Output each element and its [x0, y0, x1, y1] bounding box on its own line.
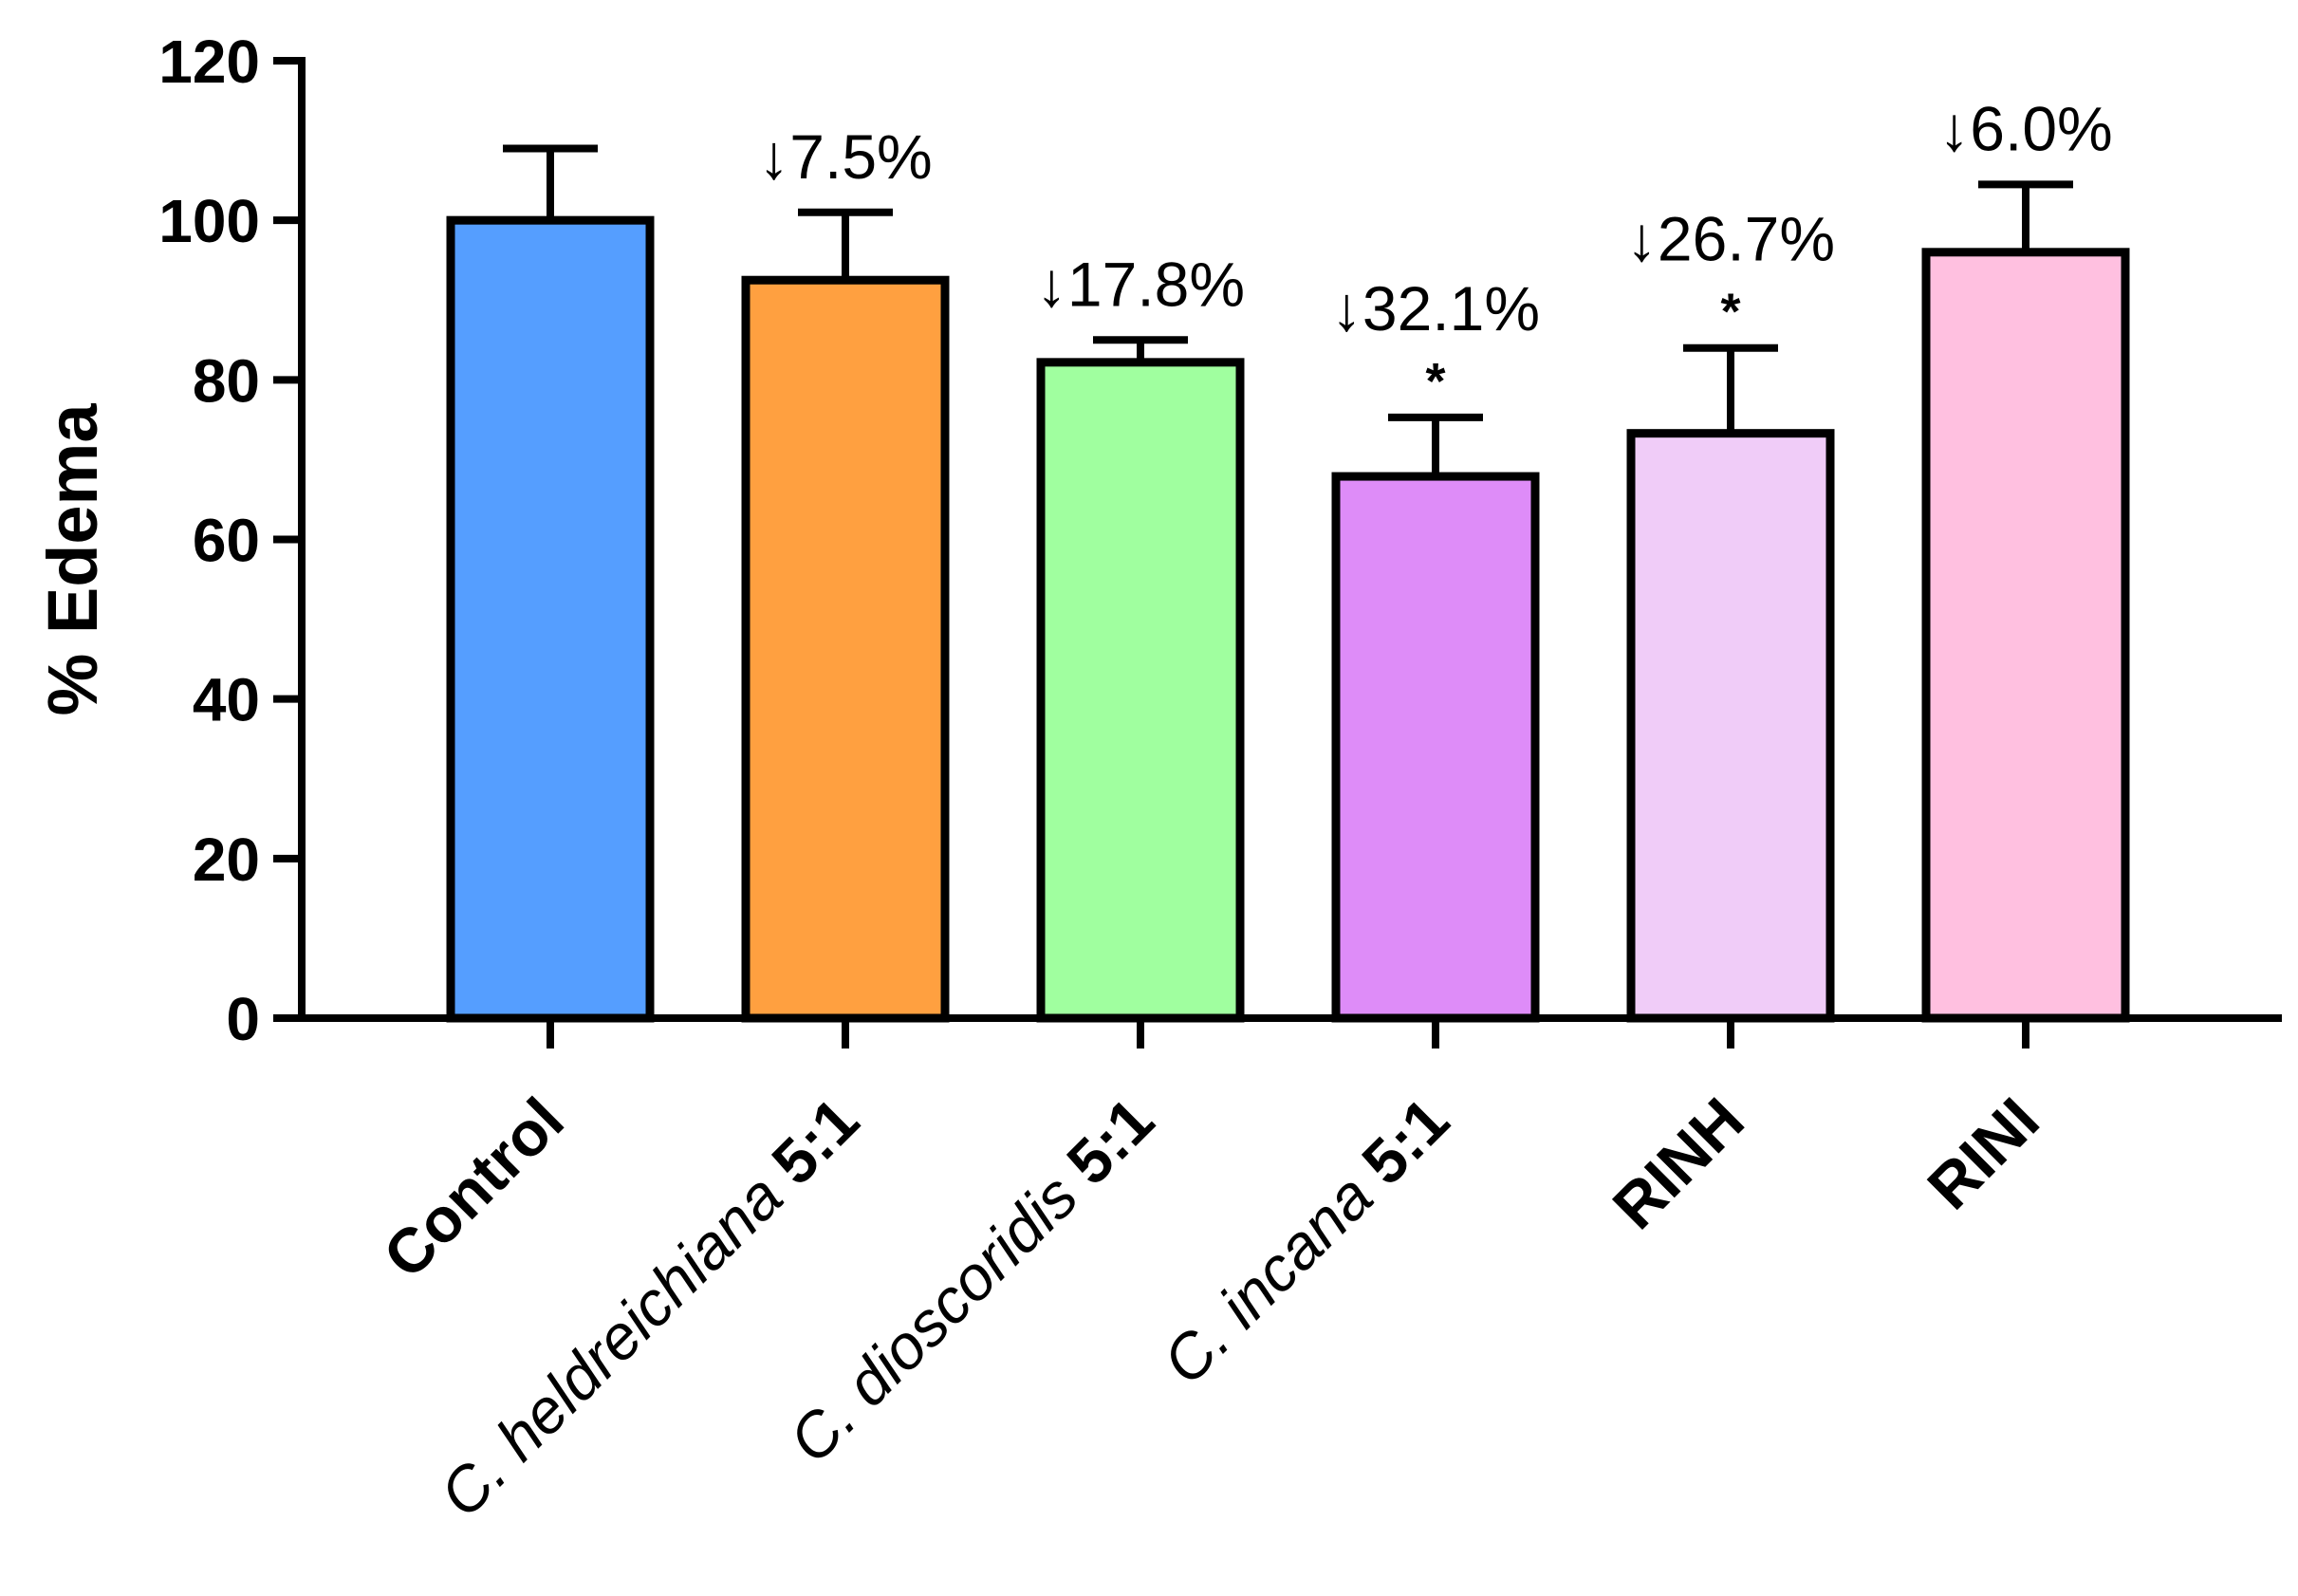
- significance-marker: *: [1425, 353, 1445, 410]
- percent-reduction-label: ↓7.5%: [758, 121, 932, 192]
- bar: [1626, 429, 1835, 1023]
- category-label-part: C. dioscoridis: [775, 1160, 1090, 1475]
- y-tick-label: 60: [193, 507, 260, 575]
- percent-reduction-label: ↓6.0%: [1938, 93, 2112, 163]
- y-tick-label: 100: [158, 187, 260, 255]
- y-tick-label: 120: [158, 28, 260, 96]
- percent-reduction-label: ↓26.7%: [1626, 204, 1835, 274]
- bars: ↓7.5% ↓17.8% * ↓32.1% * ↓26.7% ↓6.0%: [446, 93, 2130, 1023]
- category-label: Control: [370, 1085, 577, 1291]
- y-axis: 0 20 40 60 80 100 120: [158, 28, 306, 1053]
- percent-reduction-label: ↓17.8%: [1036, 249, 1245, 319]
- bar: [741, 275, 950, 1023]
- category-label: RINH: [1599, 1085, 1756, 1242]
- category-label-part: RINI: [1914, 1085, 2052, 1223]
- category-label-part: RINH: [1599, 1085, 1756, 1242]
- category-label: RINI: [1914, 1085, 2052, 1223]
- category-label-part: Control: [370, 1085, 577, 1291]
- category-label: C. incana 5:1: [1149, 1085, 1462, 1398]
- percent-reduction-label: ↓32.1%: [1331, 273, 1540, 343]
- bar: [446, 215, 655, 1023]
- bar: [1036, 358, 1245, 1023]
- significance-marker: *: [1720, 284, 1740, 341]
- bar: [1331, 472, 1540, 1023]
- y-tick-label: 0: [226, 985, 260, 1053]
- y-tick-label: 80: [193, 346, 260, 415]
- x-axis: [298, 1014, 2282, 1049]
- bar: [1921, 248, 2130, 1023]
- y-tick-label: 20: [193, 826, 260, 894]
- y-axis-label: % Edema: [33, 403, 112, 716]
- category-label-part: C. incana: [1149, 1160, 1385, 1397]
- y-tick-label: 40: [193, 666, 260, 734]
